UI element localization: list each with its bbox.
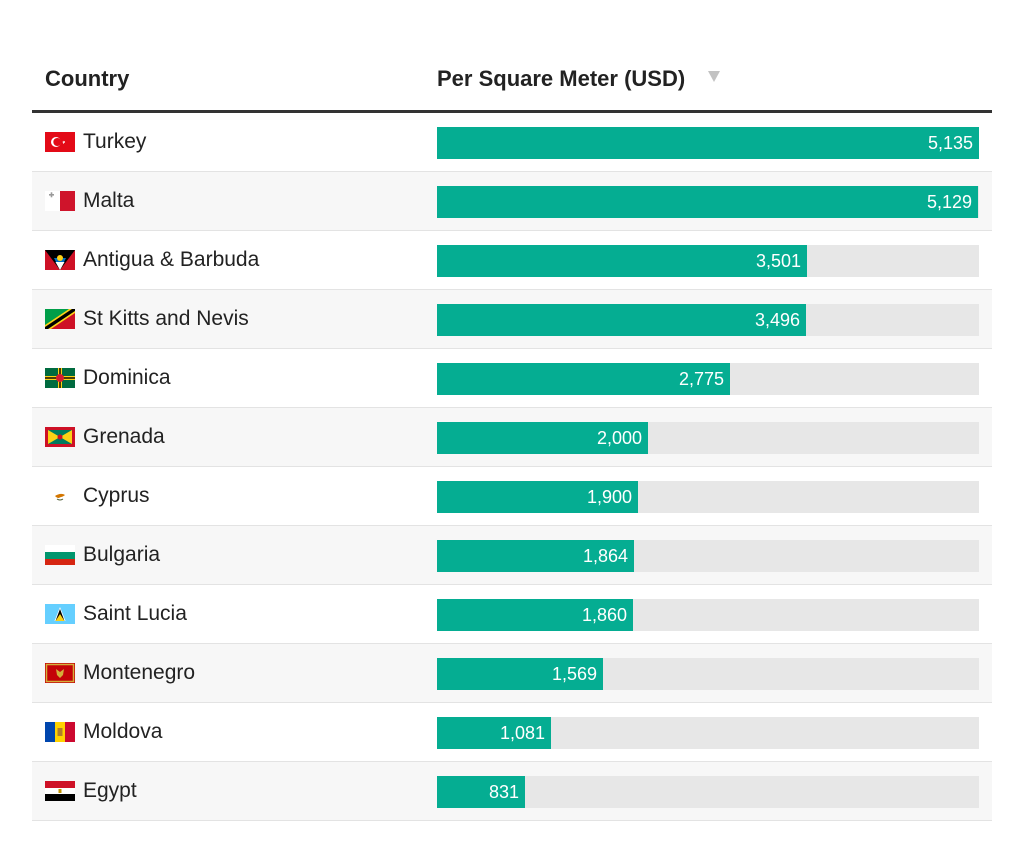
bar-track: 2,000 bbox=[437, 422, 979, 454]
value-label: 1,900 bbox=[586, 487, 632, 507]
country-name: Bulgaria bbox=[83, 543, 161, 566]
price-table: Country Per Square Meter (USD) Turkey 5,1… bbox=[32, 50, 992, 821]
bulgaria-flag-icon bbox=[45, 545, 75, 565]
value-label: 1,860 bbox=[581, 605, 627, 625]
bar-track: 5,129 bbox=[437, 186, 979, 218]
malta-flag-icon bbox=[45, 191, 75, 211]
country-name: Turkey bbox=[83, 130, 147, 153]
saint-lucia-flag-icon bbox=[45, 604, 75, 624]
country-column-header[interactable]: Country bbox=[45, 66, 130, 91]
bar-grenada: 2,000 bbox=[437, 422, 648, 454]
bar-saint-lucia: 1,860 bbox=[437, 599, 633, 631]
country-name: St Kitts and Nevis bbox=[83, 307, 249, 330]
bar-track: 1,864 bbox=[437, 540, 979, 572]
table-row-dominica[interactable]: Dominica 2,775 bbox=[32, 349, 992, 408]
table-header: Country Per Square Meter (USD) bbox=[32, 50, 992, 113]
bar-cyprus: 1,900 bbox=[437, 481, 638, 513]
table-row-turkey[interactable]: Turkey 5,135 bbox=[32, 113, 992, 172]
bar-track: 3,501 bbox=[437, 245, 979, 277]
bar-turkey: 5,135 bbox=[437, 127, 979, 159]
country-name: Dominica bbox=[83, 366, 171, 389]
bar-egypt: 831 bbox=[437, 776, 525, 808]
dominica-flag-icon bbox=[45, 368, 75, 388]
value-label: 1,864 bbox=[582, 546, 628, 566]
country-name: Antigua & Barbuda bbox=[83, 248, 260, 271]
bar-bulgaria: 1,864 bbox=[437, 540, 634, 572]
turkey-flag-icon bbox=[45, 132, 75, 152]
value-label: 2,775 bbox=[678, 369, 724, 389]
bar-moldova: 1,081 bbox=[437, 717, 551, 749]
table-row-grenada[interactable]: Grenada 2,000 bbox=[32, 408, 992, 467]
bar-track: 3,496 bbox=[437, 304, 979, 336]
st-kitts-nevis-flag-icon bbox=[45, 309, 75, 329]
country-name: Saint Lucia bbox=[83, 602, 187, 625]
grenada-flag-icon bbox=[45, 427, 75, 447]
value-label: 831 bbox=[488, 782, 519, 802]
table-row-montenegro[interactable]: Montenegro 1,569 bbox=[32, 644, 992, 703]
bar-track: 1,569 bbox=[437, 658, 979, 690]
table-row-egypt[interactable]: Egypt 831 bbox=[32, 762, 992, 821]
value-label: 3,501 bbox=[755, 251, 801, 271]
bar-track: 5,135 bbox=[437, 127, 979, 159]
table-row-bulgaria[interactable]: Bulgaria 1,864 bbox=[32, 526, 992, 585]
cyprus-flag-icon bbox=[45, 486, 75, 506]
table-row-cyprus[interactable]: Cyprus 1,900 bbox=[32, 467, 992, 526]
table-row-moldova[interactable]: Moldova 1,081 bbox=[32, 703, 992, 762]
country-name: Egypt bbox=[83, 779, 137, 802]
table-row-saint-lucia[interactable]: Saint Lucia 1,860 bbox=[32, 585, 992, 644]
value-label: 1,569 bbox=[551, 664, 597, 684]
bar-antigua-and-barbuda: 3,501 bbox=[437, 245, 807, 277]
montenegro-flag-icon bbox=[45, 663, 75, 683]
table-row-st-kitts-and-nevis[interactable]: St Kitts and Nevis 3,496 bbox=[32, 290, 992, 349]
country-name: Cyprus bbox=[83, 484, 150, 507]
moldova-flag-icon bbox=[45, 722, 75, 742]
bar-track: 2,775 bbox=[437, 363, 979, 395]
value-label: 5,135 bbox=[927, 133, 973, 153]
sort-descending-icon[interactable] bbox=[708, 71, 720, 82]
value-label: 3,496 bbox=[754, 310, 800, 330]
value-column-header[interactable]: Per Square Meter (USD) bbox=[437, 66, 686, 91]
bar-montenegro: 1,569 bbox=[437, 658, 603, 690]
value-label: 2,000 bbox=[596, 428, 642, 448]
table-row-antigua-and-barbuda[interactable]: Antigua & Barbuda 3,501 bbox=[32, 231, 992, 290]
country-name: Grenada bbox=[83, 425, 165, 448]
table-row-malta[interactable]: Malta 5,129 bbox=[32, 172, 992, 231]
country-name: Moldova bbox=[83, 720, 163, 743]
value-label: 1,081 bbox=[499, 723, 545, 743]
egypt-flag-icon bbox=[45, 781, 75, 801]
bar-dominica: 2,775 bbox=[437, 363, 730, 395]
bar-track: 831 bbox=[437, 776, 979, 808]
country-name: Malta bbox=[83, 189, 135, 212]
antigua-barbuda-flag-icon bbox=[45, 250, 75, 270]
bar-track: 1,081 bbox=[437, 717, 979, 749]
bar-track: 1,900 bbox=[437, 481, 979, 513]
bar-st-kitts-and-nevis: 3,496 bbox=[437, 304, 806, 336]
country-name: Montenegro bbox=[83, 661, 196, 684]
value-label: 5,129 bbox=[926, 192, 972, 212]
bar-malta: 5,129 bbox=[437, 186, 978, 218]
table-body: Turkey 5,135 Malta 5,129 Antigua & Barbuda 3,… bbox=[32, 113, 992, 821]
bar-track: 1,860 bbox=[437, 599, 979, 631]
